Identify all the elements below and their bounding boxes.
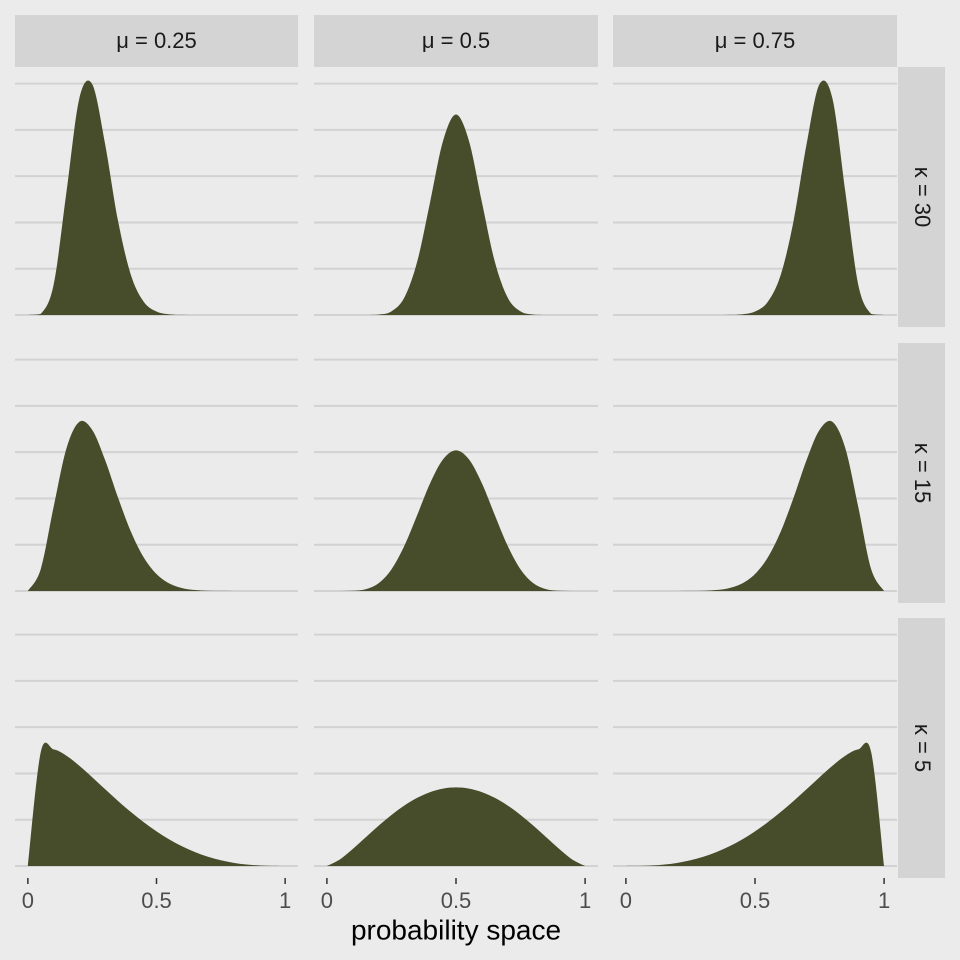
column-strip-label: μ = 0.75 [715, 28, 796, 53]
x-tick-label: 1 [279, 888, 291, 913]
column-strip [314, 15, 598, 67]
density-area [326, 787, 586, 866]
density-area [625, 80, 885, 315]
row-strip [898, 343, 945, 603]
row-strip-label: κ = 5 [910, 724, 935, 772]
density-area [326, 450, 586, 591]
x-tick-label: 0.5 [441, 888, 472, 913]
density-area [27, 742, 286, 866]
column-strip [613, 15, 897, 67]
row-strip-label: κ = 15 [910, 443, 935, 504]
x-axis-title: probability space [351, 914, 561, 945]
column-strip [15, 15, 298, 67]
x-tick-label: 0.5 [141, 888, 172, 913]
column-strip-label: μ = 0.5 [422, 28, 490, 53]
x-tick-label: 1 [579, 888, 591, 913]
density-area [326, 114, 586, 315]
row-strip [898, 618, 945, 878]
density-area [625, 420, 885, 591]
x-tick-label: 0.5 [740, 888, 771, 913]
x-tick-label: 0 [620, 888, 632, 913]
density-area [27, 420, 286, 591]
row-strip-label: κ = 30 [910, 167, 935, 228]
x-tick-label: 0 [321, 888, 333, 913]
row-strip [898, 67, 945, 327]
x-tick-label: 0 [22, 888, 34, 913]
x-tick-label: 1 [878, 888, 890, 913]
density-area [625, 742, 885, 866]
column-strip-label: μ = 0.25 [116, 28, 197, 53]
density-area [27, 80, 286, 315]
